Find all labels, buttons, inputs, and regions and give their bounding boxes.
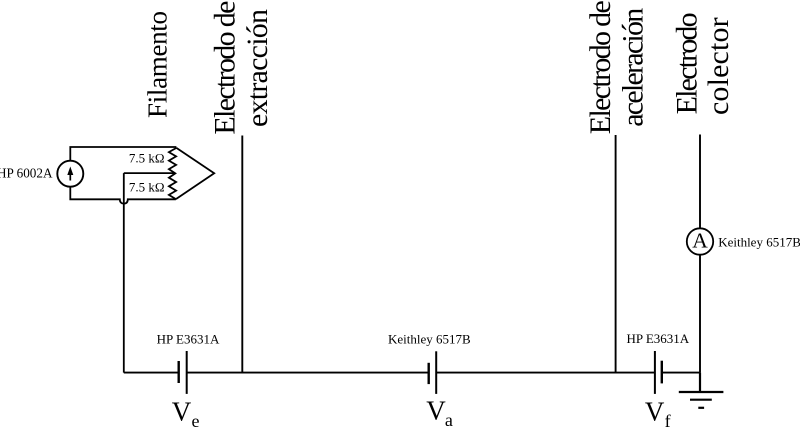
svg-text:Electrodo de: Electrodo de: [584, 0, 617, 134]
svg-text:V: V: [172, 396, 192, 426]
svg-text:e: e: [192, 411, 200, 427]
svg-text:HP E3631A: HP E3631A: [157, 332, 220, 347]
svg-text:A: A: [692, 229, 708, 253]
svg-text:f: f: [665, 411, 671, 427]
svg-text:7.5 kΩ: 7.5 kΩ: [129, 179, 165, 194]
svg-text:Filamento: Filamento: [143, 11, 173, 118]
svg-text:Electrodo de: Electrodo de: [209, 1, 242, 135]
svg-text:colector: colector: [702, 17, 735, 115]
svg-text:V: V: [426, 396, 446, 426]
svg-text:a: a: [445, 410, 453, 427]
svg-text:HP 6002A: HP 6002A: [0, 165, 53, 180]
svg-text:Electrodo: Electrodo: [671, 12, 704, 114]
svg-text:V: V: [645, 396, 665, 426]
svg-text:extracción: extracción: [241, 9, 274, 127]
svg-text:7.5 kΩ: 7.5 kΩ: [129, 150, 165, 165]
svg-text:Keithley 6517B: Keithley 6517B: [388, 332, 471, 347]
svg-text:aceleración: aceleración: [617, 8, 650, 127]
svg-text:Keithley 6517B: Keithley 6517B: [718, 235, 800, 250]
svg-text:HP E3631A: HP E3631A: [626, 331, 689, 346]
